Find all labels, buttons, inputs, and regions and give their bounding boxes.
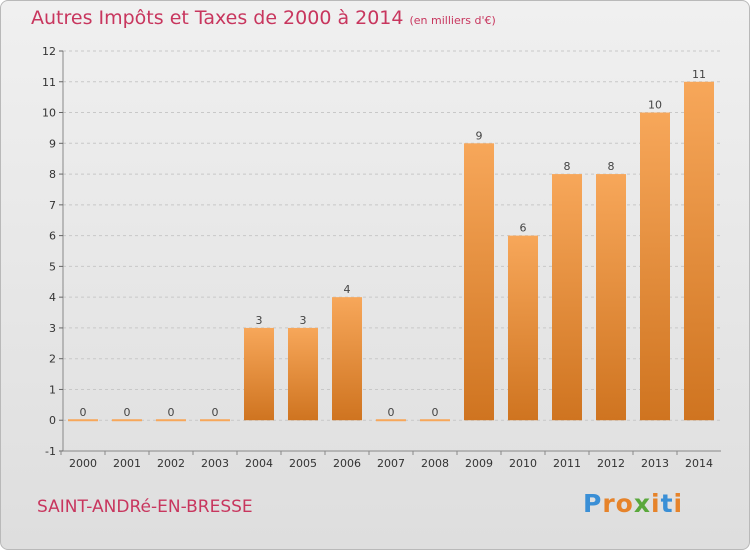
x-axis-ticks: 2000 2001 2002 2003 2004 2005 2006 2007 2008 2009… (60, 451, 713, 470)
bar-value-label: 0 (388, 406, 395, 419)
y-tick-label: 6 (49, 230, 56, 243)
bar (552, 174, 582, 421)
logo-letter: x (633, 489, 651, 518)
x-tick-label: 2006 (333, 457, 361, 470)
y-tick-label: 0 (49, 414, 56, 427)
bar-value-label: 10 (648, 99, 662, 112)
chart-title: Autres Impôts et Taxes de 2000 à 2014 (en… (31, 7, 496, 29)
y-tick-label: 2 (49, 353, 56, 366)
bar (156, 419, 186, 422)
x-tick-label: 2005 (289, 457, 317, 470)
bar (244, 327, 274, 421)
logo-letter: i (651, 489, 661, 518)
bar-value-label: 3 (256, 314, 263, 327)
y-tick-label: 11 (42, 76, 56, 89)
bar-value-label: 9 (476, 129, 483, 142)
bar (684, 81, 714, 421)
bar (640, 112, 670, 421)
bar (332, 297, 362, 421)
commune-name: SAINT-ANDRé-EN-BRESSE (37, 497, 253, 517)
bars (68, 81, 714, 422)
bar (112, 419, 142, 422)
bar (288, 327, 318, 421)
x-tick-label: 2002 (157, 457, 185, 470)
y-tick-label: 9 (49, 137, 56, 150)
x-tick-label: 2003 (201, 457, 229, 470)
logo-letter: P (583, 489, 603, 518)
bar (376, 419, 406, 422)
bar-value-label: 8 (564, 160, 571, 173)
y-tick-label: 1 (49, 383, 56, 396)
bar-value-label: 0 (80, 406, 87, 419)
logo-letter: r (602, 489, 616, 518)
x-tick-label: 2014 (685, 457, 713, 470)
x-tick-label: 2001 (113, 457, 141, 470)
x-tick-label: 2012 (597, 457, 625, 470)
y-tick-label: 5 (49, 260, 56, 273)
y-tick-label: 8 (49, 168, 56, 181)
bar (508, 235, 538, 421)
x-tick-label: 2013 (641, 457, 669, 470)
x-tick-label: 2010 (509, 457, 537, 470)
bar (420, 419, 450, 422)
bar-value-label: 0 (168, 406, 175, 419)
bar-value-label: 11 (692, 68, 706, 81)
bar-value-label: 3 (300, 314, 307, 327)
bar-labels: 0 0 0 0 3 3 4 0 0 9 6 8 8 10 11 (80, 68, 707, 419)
y-tick-label: 4 (49, 291, 56, 304)
logo-letter: o (615, 489, 634, 518)
x-tick-label: 2007 (377, 457, 405, 470)
bar (200, 419, 230, 422)
y-tick-label: 12 (42, 45, 56, 58)
logo-letter: t (660, 489, 674, 518)
logo-letter: i (673, 489, 684, 518)
x-tick-label: 2000 (69, 457, 97, 470)
bar (596, 174, 626, 421)
bar-value-label: 0 (212, 406, 219, 419)
proxiti-logo: Proxiti (583, 489, 683, 518)
bar-value-label: 0 (124, 406, 131, 419)
bar-value-label: 4 (344, 283, 351, 296)
chart-title-text: Autres Impôts et Taxes de 2000 à 2014 (31, 7, 404, 29)
x-tick-label: 2008 (421, 457, 449, 470)
axes (62, 51, 721, 452)
y-tick-label: 3 (49, 322, 56, 335)
bar-value-label: 8 (608, 160, 615, 173)
bar-value-label: 6 (520, 222, 527, 235)
chart-unit: (en milliers d'€) (409, 14, 496, 27)
y-tick-label: -1 (45, 445, 56, 458)
bar (464, 143, 494, 421)
bar-value-label: 0 (432, 406, 439, 419)
x-tick-label: 2011 (553, 457, 581, 470)
x-tick-label: 2004 (245, 457, 273, 470)
y-tick-label: 7 (49, 199, 56, 212)
y-tick-label: 10 (42, 107, 56, 120)
bar (68, 419, 98, 422)
x-tick-label: 2009 (465, 457, 493, 470)
